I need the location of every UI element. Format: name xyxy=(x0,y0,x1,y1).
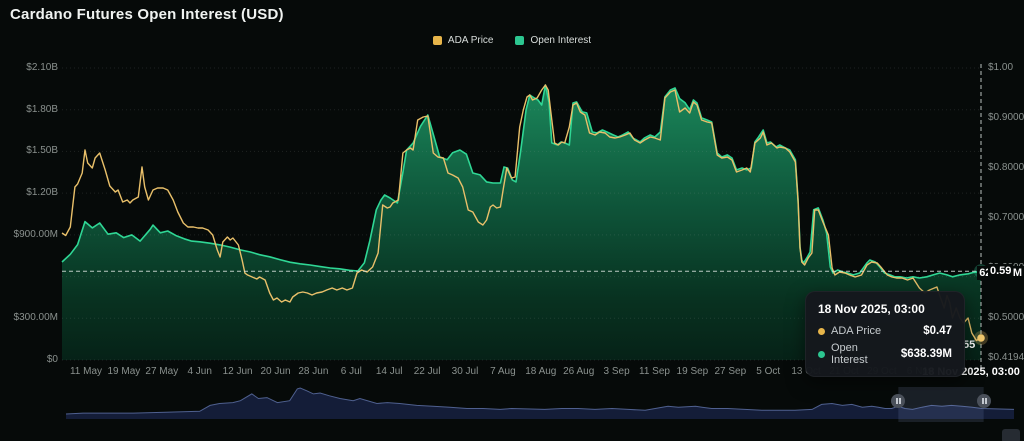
x-axis-tick: 26 Aug xyxy=(563,366,595,377)
left-axis-tick: $1.80B xyxy=(26,103,58,115)
right-axis: $1.00$0.9000$0.8000$0.7000$0.6000$0.5000… xyxy=(988,0,1024,380)
right-axis-tick: $0.5000 xyxy=(988,312,1024,323)
page-title: Cardano Futures Open Interest (USD) xyxy=(10,6,284,23)
x-axis-tick: 19 Sep xyxy=(676,366,709,377)
tooltip-label-ada-price: ADA Price xyxy=(831,325,882,337)
tooltip-date: 18 Nov 2025, 03:00 xyxy=(818,302,925,316)
right-axis-tick: $0.9000 xyxy=(988,112,1024,123)
x-axis-tick: 4 Jun xyxy=(187,366,212,377)
x-axis-tick: 14 Jul xyxy=(375,366,403,377)
tooltip-label-open-interest: Open Interest xyxy=(831,342,868,366)
open-interest-swatch-icon xyxy=(515,36,525,45)
left-axis-tick: $300.00M xyxy=(13,312,58,324)
legend-label-ada-price: ADA Price xyxy=(447,35,494,46)
legend-label-open-interest: Open Interest xyxy=(530,35,592,46)
navigator[interactable] xyxy=(0,386,1024,424)
legend: ADA Price Open Interest xyxy=(0,35,1024,46)
tooltip-row-ada-price: ADA Price $0.47 xyxy=(818,325,952,337)
left-axis-tick: $0 xyxy=(46,354,58,365)
x-axis-tick: 5 Oct xyxy=(756,366,781,377)
watermark-icon xyxy=(1002,429,1020,441)
ada-price-dot-icon xyxy=(818,327,825,335)
left-axis: $2.10B $1.80B $1.50B $1.20B $900.00M $300.00M… xyxy=(0,0,58,380)
left-axis-tick: $2.10B xyxy=(26,62,58,73)
navigator-handle-right[interactable] xyxy=(977,394,991,408)
x-axis-tick: 3 Sep xyxy=(603,366,630,377)
legend-item-ada-price[interactable]: ADA Price xyxy=(432,35,494,46)
right-axis-tick: $0.7000 xyxy=(988,212,1024,223)
x-axis-tick: 18 Aug xyxy=(525,366,557,377)
right-axis-tick: $0.4194 xyxy=(988,352,1024,364)
tooltip-row-open-interest: Open Interest $638.39M xyxy=(818,342,952,366)
x-axis-tick: 30 Jul xyxy=(451,366,479,377)
ada-price-swatch-icon xyxy=(432,36,442,45)
x-axis-tick: 27 Sep xyxy=(714,366,747,377)
open-interest-dot-icon xyxy=(818,350,825,358)
left-axis-tick: $1.50B xyxy=(26,145,58,157)
x-axis-tick: 12 Jun xyxy=(222,366,253,377)
legend-item-open-interest[interactable]: Open Interest xyxy=(515,35,591,46)
x-axis-tick: 20 Jun xyxy=(260,366,291,377)
tooltip-value-open-interest: $638.39M xyxy=(900,348,952,360)
price-last-value-partial-label: 55 xyxy=(963,339,976,351)
x-axis-tick: 6 Jul xyxy=(340,366,362,377)
price-crosshair-value-label: 0.59 xyxy=(988,264,1014,278)
main-chart[interactable] xyxy=(0,0,1024,386)
right-axis-tick: $0.8000 xyxy=(988,162,1024,173)
x-axis-tick: 11 Sep xyxy=(639,366,670,377)
tooltip: 18 Nov 2025, 03:00 ADA Price $0.47 Open … xyxy=(805,291,965,377)
right-axis-tick: $1.00 xyxy=(988,62,1014,73)
x-axis-tick: 11 May xyxy=(69,366,103,377)
x-axis-tick: 28 Jun xyxy=(298,366,329,377)
x-axis-tick: 22 Jul xyxy=(413,366,441,377)
left-axis-tick: $1.20B xyxy=(26,187,58,199)
x-axis-tick: 7 Aug xyxy=(490,366,516,377)
tooltip-value-ada-price: $0.47 xyxy=(923,325,952,337)
x-axis-tick: 19 May xyxy=(107,366,141,377)
left-axis-tick: $900.00M xyxy=(13,228,58,240)
x-axis-tick: 27 May xyxy=(145,366,179,377)
navigator-handle-left[interactable] xyxy=(891,394,905,408)
